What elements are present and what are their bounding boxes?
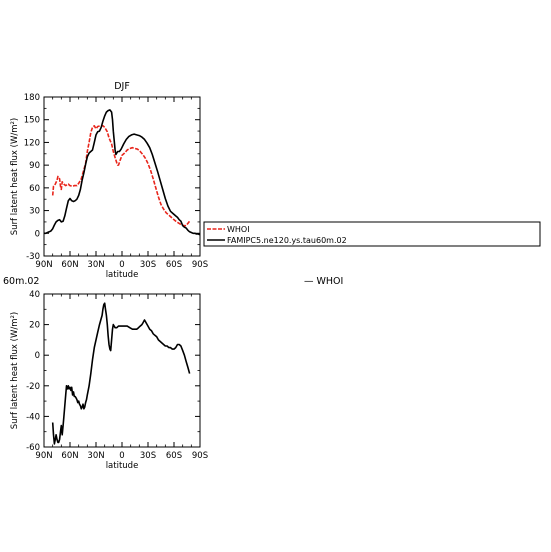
y-tick-label: 180 [24,93,40,103]
x-tick-label: 90N [35,260,52,270]
chart-panel-1: 90N 60N 30N 0 30S 60S 90S -30 0 30 60 90 120 150 180 la… [10,81,541,280]
series-line-1 [51,302,191,445]
x-tick-label: 30N [87,260,104,270]
legend: WHOI FAMIPC5.ne120.ys.tau60m.02 [203,221,541,247]
x-tick-label: 0 [119,451,124,461]
x-tick-label: 30S [140,260,156,270]
plot-frame [43,96,201,257]
x-axis-title: latitude [106,461,139,471]
legend-label: — WHOI [304,276,343,287]
x-tick-label: 60N [61,451,78,461]
x-tick-label: 0 [119,260,124,270]
y-tick-label: 20 [29,321,40,331]
y-tick-label: 150 [24,116,40,126]
y-axis-title: Surf latent heat flux (W/m²) [10,312,20,429]
x-tick-label: 60S [166,451,182,461]
legend-label: FAMIPC5.ne120.ys.tau60m.02 [227,236,347,245]
x-tick-label: 30N [87,451,104,461]
y-tick-label: 0 [35,229,40,239]
y-tick-label: 30 [29,207,40,217]
y-tick-label: -60 [26,443,40,453]
series-line-famipc5-ne120-ys-tau60m-02 [44,109,200,236]
y-tick-label: 40 [29,290,40,300]
y-tick-label: 120 [24,138,40,148]
y-tick-label: -40 [26,412,40,422]
y-axis-title: Surf latent heat flux (W/m²) [10,118,20,235]
plot-frame [43,293,201,448]
x-tick-label: 60S [166,260,182,270]
chart-title: 60m.02 [3,276,39,287]
x-tick-label: 30S [140,451,156,461]
chart-title: DJF [114,81,130,92]
y-tick-label: -30 [26,252,40,262]
chart-panel-2: 90N 60N 30N 0 30S 60S 90S -60 -40 -20 0 20 40 latitud… [3,276,343,471]
y-tick-label: 90 [29,161,40,171]
y-tick-label: 60 [29,184,40,194]
x-tick-label: 90S [192,451,208,461]
legend-box [203,221,541,247]
x-tick-label: 90N [35,451,52,461]
x-tick-label: 90S [192,260,208,270]
series-line-whoi [51,125,191,227]
y-tick-label: -20 [26,382,40,392]
y-tick-label: 0 [35,351,40,361]
x-tick-label: 60N [61,260,78,270]
x-axis-title: latitude [106,270,139,280]
legend-label: WHOI [227,225,250,234]
